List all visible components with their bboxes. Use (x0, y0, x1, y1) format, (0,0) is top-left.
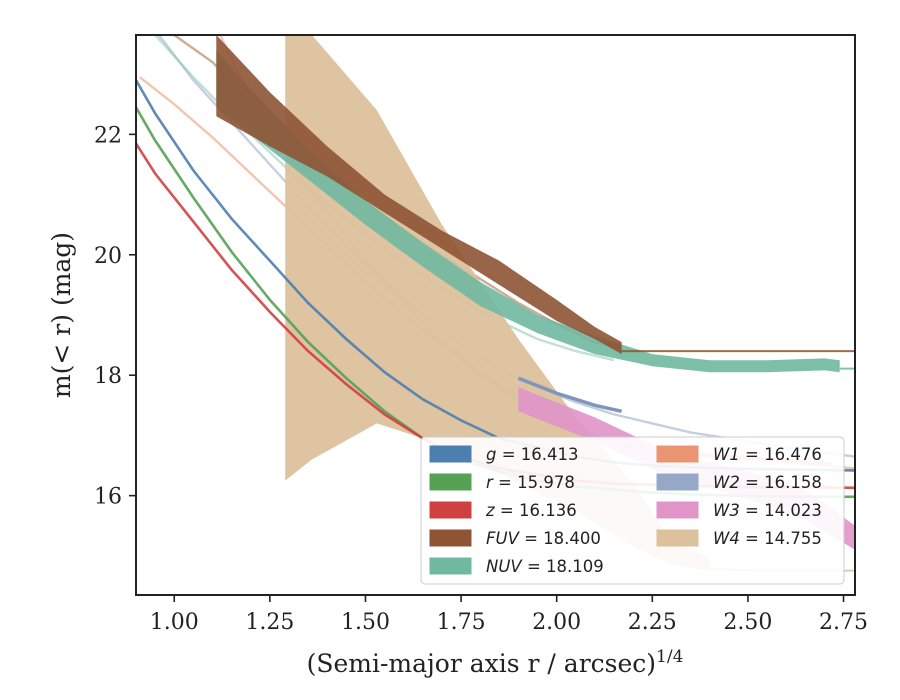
x-tick-label: 2.75 (819, 610, 868, 635)
legend-label-fuv: FUV = 18.400 (486, 529, 601, 548)
series-line-w2-strong (517, 376, 623, 414)
legend-label-r: r = 15.978 (486, 473, 575, 492)
x-tick-label: 1.25 (245, 610, 294, 635)
legend-swatch-nuv (429, 557, 472, 575)
x-tick-label: 1.00 (150, 610, 199, 635)
legend-label-g: g = 16.413 (486, 445, 579, 464)
legend-swatch-w1 (656, 445, 699, 463)
legend-swatch-g (429, 445, 472, 463)
x-tick-label: 1.75 (437, 610, 486, 635)
legend-swatch-w2 (656, 473, 699, 491)
x-axis-ticks: 1.00 1.25 1.50 1.75 2.00 2.25 2.50 2.75 (150, 595, 868, 635)
legend-swatch-w4 (656, 529, 699, 547)
legend-swatch-z (429, 501, 472, 519)
x-axis-label-text: (Semi-major axis r / arcsec) (307, 649, 656, 678)
x-tick-label: 2.00 (532, 610, 581, 635)
x-tick-label: 1.50 (341, 610, 390, 635)
y-tick-label: 16 (94, 485, 122, 510)
legend-swatch-w3 (656, 501, 699, 519)
legend-label-w2: W2 = 16.158 (713, 473, 822, 492)
x-axis-label: (Semi-major axis r / arcsec)1/4 (307, 647, 684, 678)
x-tick-label: 2.50 (723, 610, 772, 635)
legend-label-w4: W4 = 14.755 (713, 529, 822, 548)
legend: g = 16.413 r = 15.978 z = 16.136 FUV = 18.4… (420, 436, 845, 585)
x-tick-label: 2.25 (628, 610, 677, 635)
y-tick-label: 22 (94, 123, 122, 148)
legend-swatch-r (429, 473, 472, 491)
y-tick-label: 20 (94, 244, 122, 269)
series-band-fuv (216, 35, 622, 355)
legend-box (420, 436, 845, 585)
y-axis-ticks: 16 18 20 22 (94, 123, 136, 510)
legend-label-w3: W3 = 14.023 (713, 501, 822, 520)
plot-frame (135, 34, 856, 596)
y-axis-label: m(< r) (mag) (47, 232, 76, 398)
legend-swatch-fuv (429, 529, 472, 547)
legend-label-nuv: NUV = 18.109 (486, 557, 604, 576)
y-tick-label: 18 (94, 364, 122, 389)
legend-label-z: z = 16.136 (485, 501, 577, 520)
x-axis-label-superscript: 1/4 (656, 647, 683, 667)
legend-label-w1: W1 = 16.476 (713, 445, 822, 464)
series-band-w4 (285, 35, 710, 571)
